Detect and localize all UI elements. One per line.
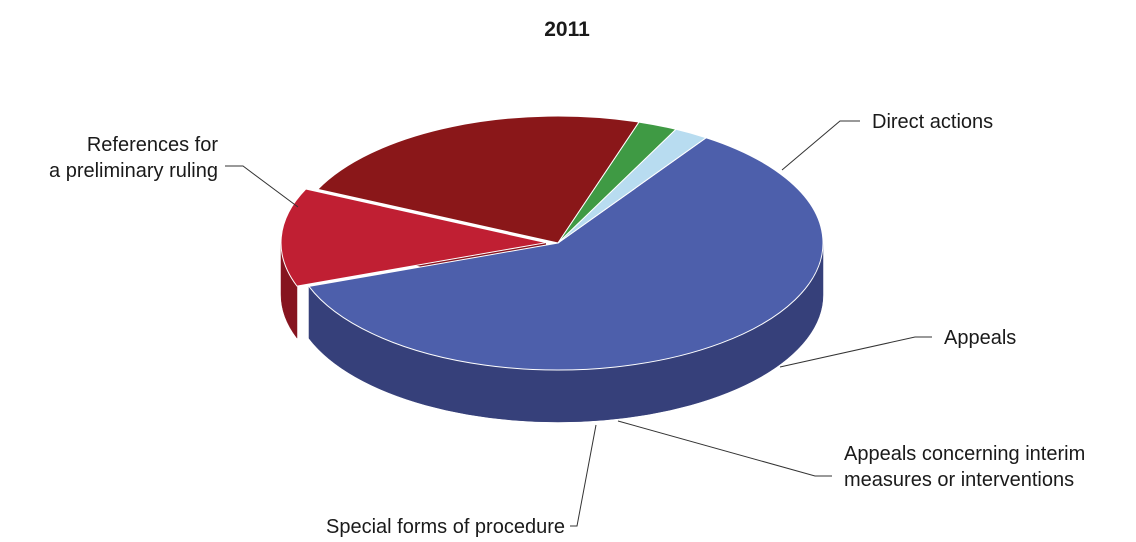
leader-line-direct-actions bbox=[781, 120, 860, 171]
leader-line-appeals-concerning-interim-measures-or-interventions bbox=[617, 420, 832, 477]
pie-slices bbox=[280, 115, 824, 423]
slice-label-references-for-a-preliminary-ruling-line-1: References for bbox=[87, 134, 219, 156]
slice-special-forms-of-procedure bbox=[557, 128, 708, 244]
slice-label-appeals: Appeals bbox=[944, 327, 1016, 349]
slice-appeals bbox=[316, 115, 640, 244]
leader-line-appeals bbox=[779, 336, 932, 368]
slice-label-appeals-concerning-interim-measures-or-interventions-line-2: measures or interventions bbox=[844, 469, 1074, 491]
leader-line-references-for-a-preliminary-ruling bbox=[225, 165, 299, 208]
slice-label-references-for-a-preliminary-ruling-line-2: a preliminary ruling bbox=[49, 160, 218, 182]
slice-direct-actions bbox=[280, 188, 547, 287]
slice-label-appeals-concerning-interim-measures-or-interventions-line-1: Appeals concerning interim bbox=[844, 443, 1085, 465]
chart-title: 2011 bbox=[544, 18, 590, 41]
slice-references-for-a-preliminary-ruling bbox=[308, 137, 824, 371]
slice-label-direct-actions: Direct actions bbox=[872, 111, 993, 133]
slice-label-special-forms-of-procedure: Special forms of procedure bbox=[326, 516, 565, 538]
slice-labels: References for a preliminary ruling Direct… bbox=[49, 111, 1085, 538]
leader-line-special-forms-of-procedure bbox=[570, 424, 597, 527]
